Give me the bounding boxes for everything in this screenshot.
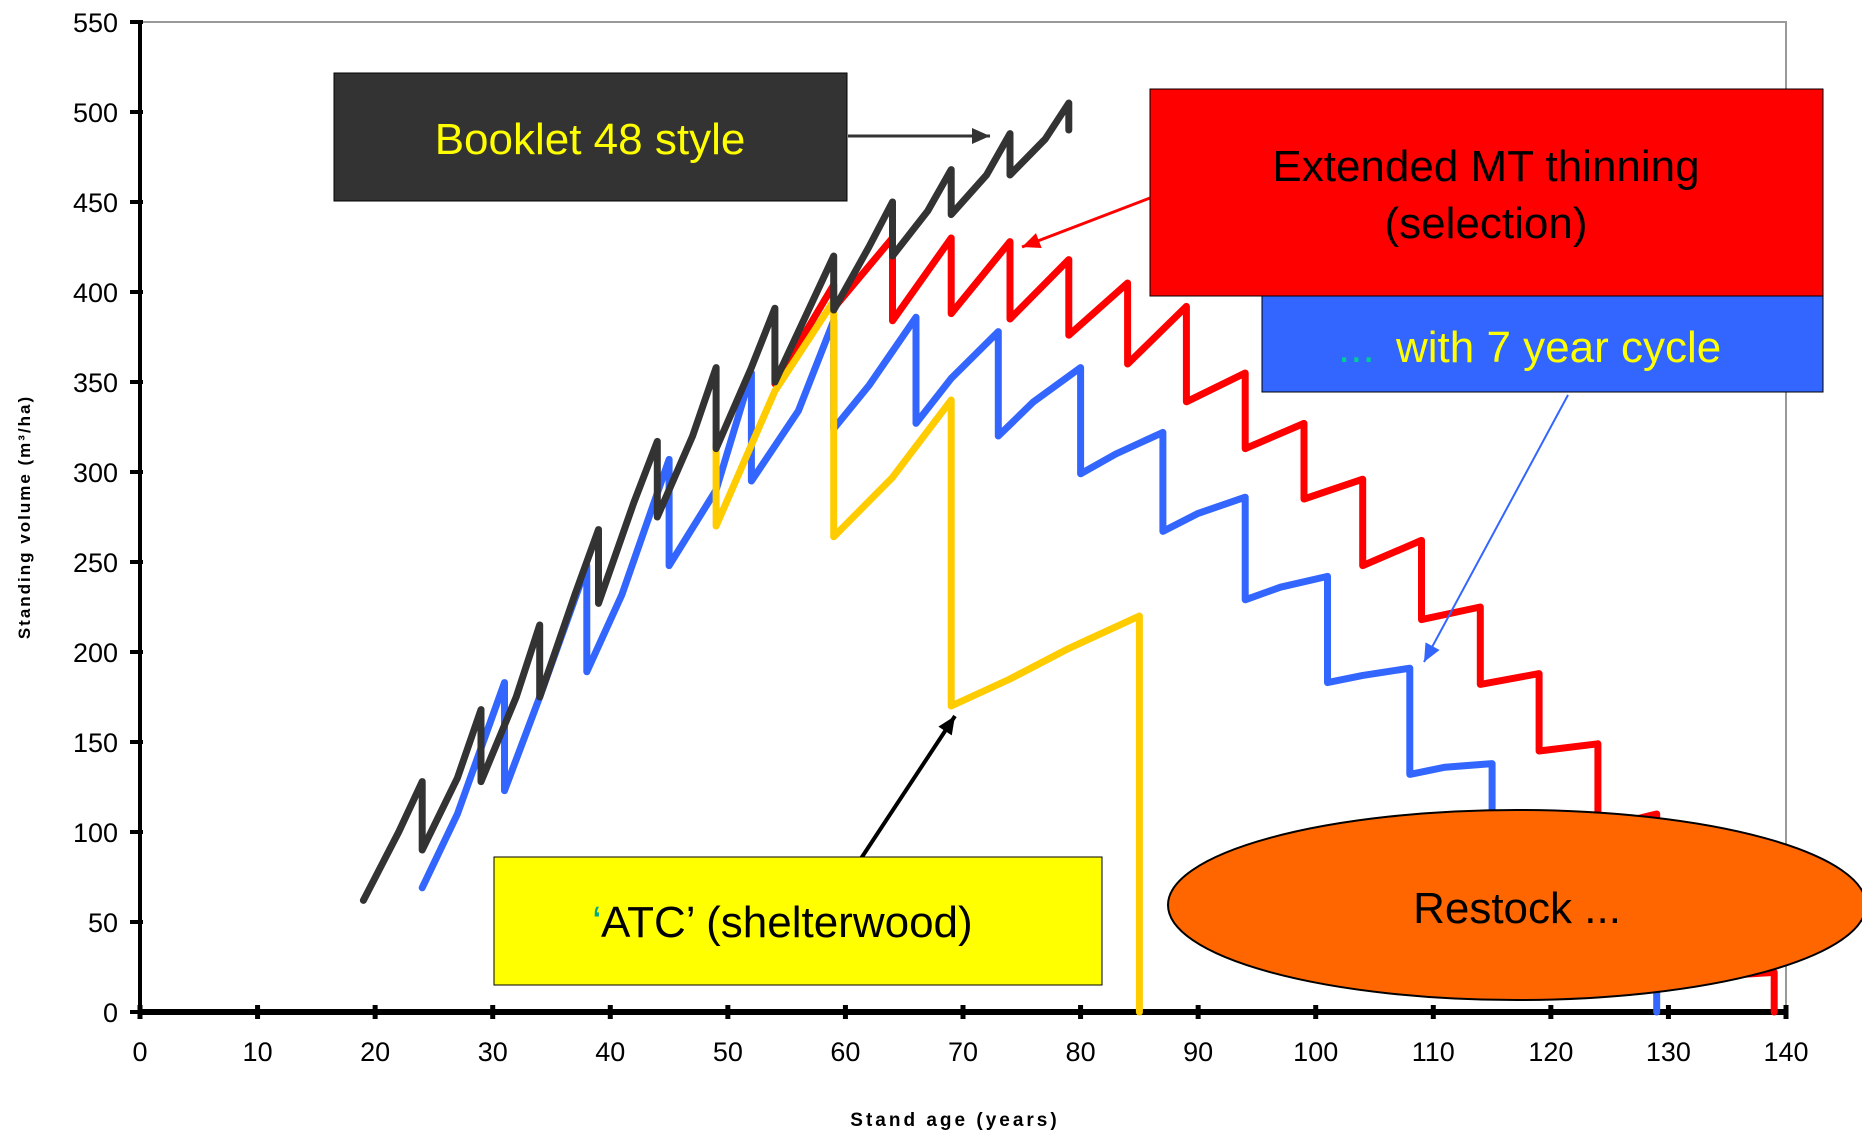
arrow-atc — [858, 714, 957, 862]
arrow-extended-head — [1022, 233, 1042, 249]
x-tick-label: 60 — [830, 1037, 860, 1067]
arrow-extended — [1021, 196, 1151, 249]
arrow-cycle7 — [1423, 394, 1569, 663]
arrow-atc-head — [938, 716, 955, 736]
annotation-ellipse-restock — [1167, 809, 1862, 1001]
x-tick-label: 100 — [1293, 1037, 1338, 1067]
series-line-atc — [712, 297, 1143, 1016]
axes: 0 10 20 30 40 50 60 70 80 90 100 110 120 130 140 0 50 100… — [73, 8, 1809, 1067]
x-axis-title: Stand age (years) — [850, 1110, 1059, 1131]
x-tick-label: 70 — [948, 1037, 978, 1067]
annotations: Booklet 48 style Extended MT thinning (sel… — [333, 72, 1862, 1001]
y-tick-label: 500 — [73, 98, 118, 128]
annotation-text-booklet: Booklet 48 style — [435, 115, 746, 164]
y-tick-label: 550 — [73, 8, 118, 38]
x-tick-label: 20 — [360, 1037, 390, 1067]
x-tick-label: 140 — [1763, 1037, 1808, 1067]
annotation-text-extended-line1: Extended MT thinning — [1272, 142, 1699, 191]
arrow-cycle7-head — [1424, 642, 1440, 662]
annotation-box-atc — [493, 856, 1103, 986]
x-tick-label: 130 — [1646, 1037, 1691, 1067]
series-line-booklet — [359, 99, 1073, 904]
x-tick-label: 110 — [1412, 1037, 1455, 1067]
x-tick-label: 40 — [595, 1037, 625, 1067]
y-tick-label: 300 — [73, 458, 118, 488]
y-tick-label: 250 — [73, 548, 118, 578]
x-tick-label: 120 — [1528, 1037, 1573, 1067]
arrow-booklet-head — [972, 128, 990, 144]
annotation-text-restock: Restock ... — [1413, 884, 1621, 933]
y-tick-label: 350 — [73, 368, 118, 398]
y-tick-label: 200 — [73, 638, 118, 668]
annotation-text-atc: ATC’ (shelterwood) — [601, 898, 973, 947]
annotation-arrows — [848, 128, 1569, 862]
y-tick-label: 450 — [73, 188, 118, 218]
annotation-text-extended-line2: (selection) — [1385, 199, 1588, 248]
x-tick-label: 30 — [478, 1037, 508, 1067]
annotation-box-extended — [1149, 88, 1824, 297]
y-tick-label: 150 — [73, 728, 118, 758]
y-tick-label: 0 — [103, 998, 118, 1028]
x-tick-label: 0 — [132, 1037, 147, 1067]
y-axis-title: Standing volume (m³/ha) — [15, 395, 34, 639]
annotation-box-cycle7 — [1261, 295, 1824, 393]
y-tick-label: 50 — [88, 908, 118, 938]
annotation-text-atc-quote: ‘ — [592, 898, 602, 947]
x-tick-label: 80 — [1066, 1037, 1096, 1067]
x-tick-label: 10 — [243, 1037, 273, 1067]
annotation-text-cycle7: with 7 year cycle — [1395, 323, 1721, 372]
series-line-cycle7 — [418, 313, 1661, 1016]
y-tick-label: 400 — [73, 278, 118, 308]
annotation-text-cycle7-dots: ... — [1338, 323, 1375, 372]
x-tick-label: 90 — [1183, 1037, 1213, 1067]
x-tick-label: 50 — [713, 1037, 743, 1067]
y-tick-label: 100 — [73, 818, 118, 848]
annotation-box-booklet — [333, 72, 848, 202]
